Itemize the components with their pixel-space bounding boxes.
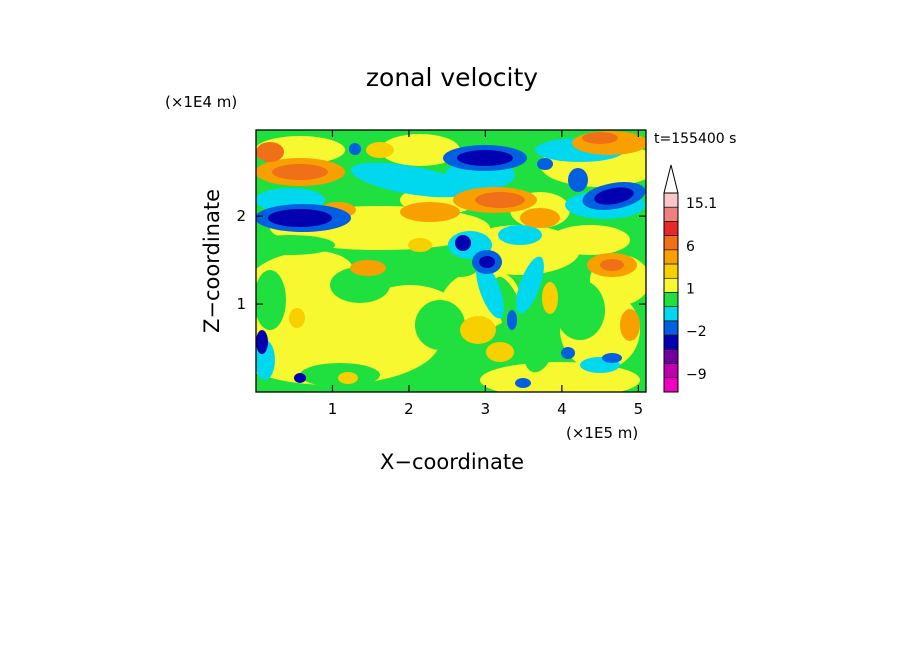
contour-patch (366, 142, 394, 158)
colorbar-swatch (663, 334, 679, 350)
y-axis-label: Z−coordinate (200, 189, 224, 333)
contour-patch (479, 256, 495, 268)
contour-patch (520, 208, 560, 228)
contour-patch (568, 168, 588, 192)
contour-patch (455, 235, 471, 251)
contour-gold (289, 142, 558, 384)
contour-patch (415, 300, 465, 350)
contour-patch (561, 347, 575, 359)
x-tick-label: 1 (328, 400, 338, 418)
x-tick-label: 3 (481, 400, 491, 418)
contour-patch (476, 261, 504, 319)
contour-patch (507, 310, 517, 330)
y-tick-label: 1 (236, 295, 246, 313)
contour-patch (475, 192, 525, 208)
y-axis-unit: (×1E4 m) (165, 93, 237, 111)
colorbar-swatch (663, 249, 679, 265)
contour-patch (350, 162, 470, 198)
colorbar-swatch (663, 320, 679, 336)
plot-area (256, 130, 646, 392)
contour-patch (550, 225, 630, 255)
contour-patch (555, 280, 605, 340)
contour-navy (256, 150, 634, 383)
contour-patch (523, 317, 557, 373)
colorbar-swatch (663, 192, 679, 208)
colorbar-label: −9 (686, 367, 707, 383)
x-tick-label: 2 (404, 400, 414, 418)
contour-patch (582, 132, 618, 144)
contour-patch (493, 276, 527, 344)
contour-patch (375, 255, 425, 275)
colorbar-swatch (663, 263, 679, 279)
contour-patch (486, 342, 514, 362)
contour-patch (256, 142, 284, 162)
colorbar-swatch (663, 306, 679, 322)
x-tick-label: 5 (634, 400, 644, 418)
contour-patch (498, 225, 542, 245)
x-tick-label: 4 (557, 400, 567, 418)
colorbar-frame (663, 192, 679, 393)
contour-patch (457, 150, 513, 166)
contour-patch (256, 330, 268, 354)
contour-patch (350, 260, 386, 276)
colorbar-label: −2 (686, 324, 707, 340)
y-tick-label: 2 (236, 207, 246, 225)
chart-title: zonal velocity (366, 63, 538, 92)
colorbar-label: 15.1 (686, 196, 717, 212)
contour-patch (349, 143, 361, 155)
colorbar-swatch (663, 235, 679, 251)
contour-patch (272, 164, 328, 180)
contour-patch (330, 267, 390, 303)
colorbar-label: 6 (686, 239, 695, 255)
contour-patch (515, 378, 531, 388)
x-axis: 1 2 3 4 5 (328, 130, 643, 418)
contour-patch (460, 316, 496, 344)
contour-patch (338, 372, 358, 384)
contour-patch (602, 353, 622, 363)
contour-patch (380, 134, 460, 166)
colorbar-swatch (663, 377, 679, 393)
colorbar-swatch (663, 206, 679, 222)
contour-patch (516, 256, 544, 314)
contour-patch (256, 270, 286, 330)
contour-patch (408, 238, 432, 252)
plot-frame (255, 129, 647, 393)
contour-orange (256, 132, 624, 271)
contour-patch (537, 158, 553, 170)
contour-patch (620, 309, 640, 341)
colorbar-swatch (663, 363, 679, 379)
contour-patch (594, 187, 634, 205)
contour-patch (294, 373, 306, 383)
time-label: t=155400 s (654, 131, 736, 147)
colorbar: 15.1 6 1 −2 −9 (663, 164, 717, 393)
velocity-field (256, 131, 646, 392)
colorbar-arrow (663, 164, 679, 194)
contour-patch (256, 235, 335, 255)
contour-patch (600, 259, 624, 271)
contour-patch (268, 209, 332, 227)
colorbar-swatch (663, 221, 679, 236)
x-axis-label: X−coordinate (380, 450, 524, 474)
colorbar-swatch (663, 277, 679, 293)
colorbar-swatch (663, 292, 679, 308)
x-axis-unit: (×1E5 m) (566, 424, 638, 442)
contour-patch (400, 202, 460, 222)
contour-patch (289, 308, 305, 328)
colorbar-label: 1 (686, 282, 695, 298)
contour-patch (542, 282, 558, 314)
y-axis: 12 (236, 207, 646, 313)
colorbar-swatch (663, 349, 679, 364)
